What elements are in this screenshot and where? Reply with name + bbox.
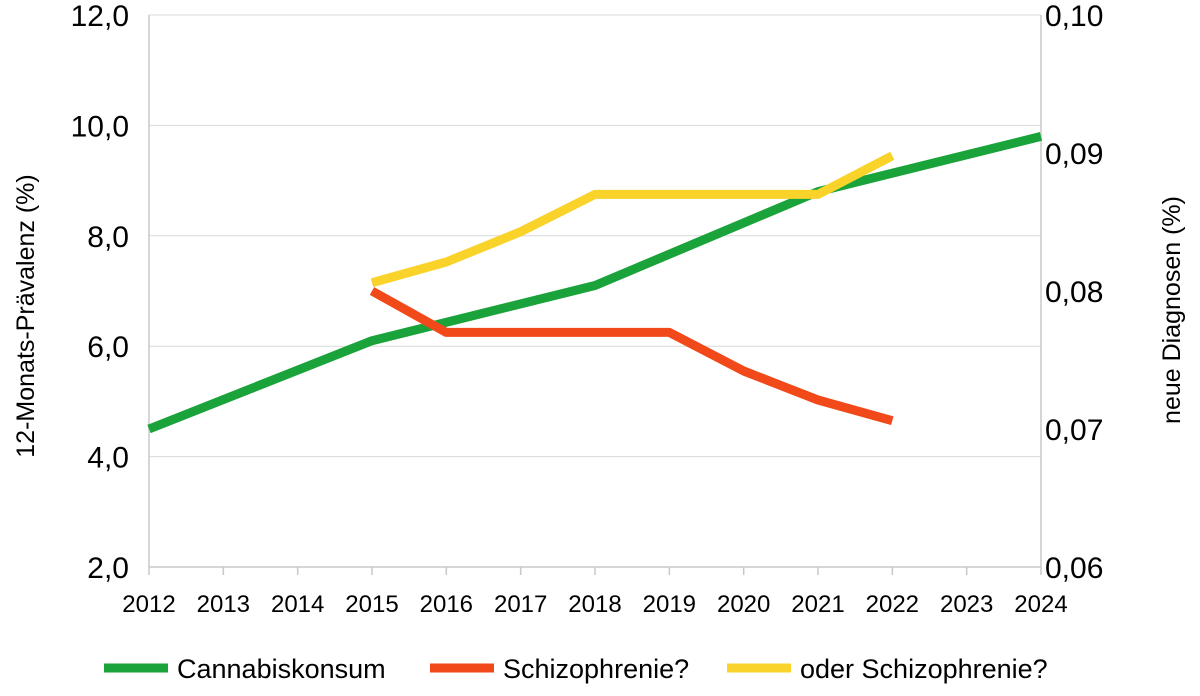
series-line-2 (369, 287, 894, 426)
x-tick-label-2024: 2024 (1014, 591, 1067, 618)
right-y-tick-label-2: 0,08 (1045, 276, 1103, 309)
left-y-axis-title: 12-Monats-Prävalenz (%) (12, 174, 40, 457)
x-tick-label-2015: 2015 (345, 591, 398, 618)
x-tick-label-2014: 2014 (271, 591, 324, 618)
x-tick-label-2012: 2012 (122, 591, 175, 618)
left-y-tick-label-0: 2,0 (87, 552, 129, 585)
gridlines (149, 14, 1041, 458)
left-y-tick-labels: 2,0 4,0 6,0 8,0 10,0 12,0 (71, 0, 129, 585)
right-y-axis-title: neue Diagnosen (%) (1158, 196, 1186, 424)
left-y-tick-label-3: 8,0 (87, 221, 129, 254)
right-y-tick-label-4: 0,10 (1045, 0, 1103, 33)
x-tick-label-2016: 2016 (420, 591, 473, 618)
x-tick-label-2021: 2021 (791, 591, 844, 618)
legend-label-2: Schizophrenie? (503, 654, 689, 684)
series-line-1 (147, 132, 1043, 434)
left-y-tick-label-4: 10,0 (71, 110, 129, 143)
right-y-tick-label-1: 0,07 (1045, 414, 1103, 447)
legend: Cannabiskonsum Schizophrenie? oder Schizop… (104, 654, 1048, 684)
axes (148, 15, 1042, 575)
x-tick-label-2020: 2020 (717, 591, 770, 618)
series-line-3 (370, 151, 895, 288)
left-y-tick-label-5: 12,0 (71, 0, 129, 33)
right-y-tick-label-3: 0,09 (1045, 138, 1103, 171)
x-tick-label-2023: 2023 (940, 591, 993, 618)
right-y-tick-labels: 0,06 0,07 0,08 0,09 0,10 (1045, 0, 1103, 585)
right-y-tick-label-0: 0,06 (1045, 552, 1103, 585)
x-tick-label-2018: 2018 (568, 591, 621, 618)
x-tick-label-2017: 2017 (494, 591, 547, 618)
legend-label-1: Cannabiskonsum (177, 654, 386, 684)
left-y-tick-label-1: 4,0 (87, 442, 129, 475)
left-y-tick-label-2: 6,0 (87, 331, 129, 364)
x-tick-labels: 2012 2013 2014 2015 2016 2017 2018 2019 2020 2021… (122, 591, 1067, 618)
legend-label-3: oder Schizophrenie? (800, 654, 1048, 684)
series-lines (147, 132, 1043, 434)
x-tick-label-2019: 2019 (643, 591, 696, 618)
x-tick-label-2022: 2022 (866, 591, 919, 618)
x-tick-label-2013: 2013 (197, 591, 250, 618)
